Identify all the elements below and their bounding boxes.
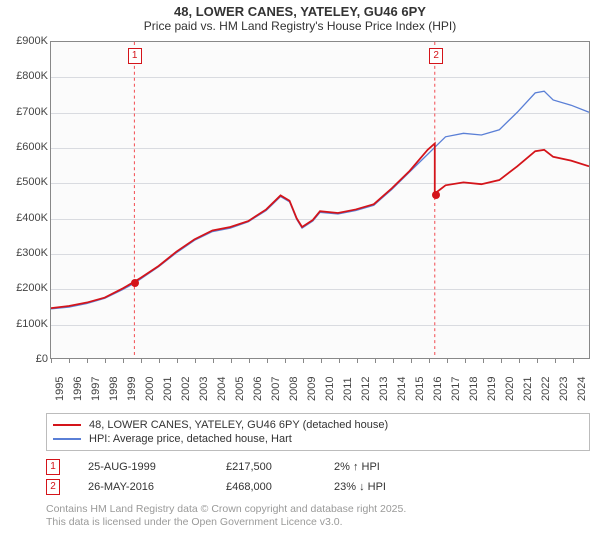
sale-delta: 2% ↑ HPI (334, 461, 434, 473)
x-tick-label: 1998 (108, 377, 112, 401)
sale-delta: 23% ↓ HPI (334, 481, 434, 493)
sale-row: 2 26-MAY-2016 £468,000 23% ↓ HPI (46, 477, 590, 497)
sale-row: 1 25-AUG-1999 £217,500 2% ↑ HPI (46, 457, 590, 477)
marker-box-1: 1 (128, 48, 142, 64)
x-tick-label: 2012 (360, 377, 364, 401)
x-tick-label: 2020 (504, 377, 508, 401)
legend-swatch (53, 438, 81, 440)
x-tick-label: 2014 (396, 377, 400, 401)
x-tick-label: 2019 (486, 377, 490, 401)
x-tick-label: 2015 (414, 377, 418, 401)
y-tick-label: £500K (4, 176, 48, 188)
sale-date: 26-MAY-2016 (88, 481, 198, 493)
x-tick-label: 2000 (144, 377, 148, 401)
x-tick-label: 2024 (576, 377, 580, 401)
chart-container: 48, LOWER CANES, YATELEY, GU46 6PY Price… (0, 0, 600, 529)
y-tick-label: £400K (4, 212, 48, 224)
x-tick-label: 1997 (90, 377, 94, 401)
sales-table: 1 25-AUG-1999 £217,500 2% ↑ HPI 2 26-MAY-2016… (46, 457, 590, 497)
title-subtitle: Price paid vs. HM Land Registry's House … (0, 19, 600, 33)
legend-label: 48, LOWER CANES, YATELEY, GU46 6PY (deta… (89, 419, 388, 431)
y-tick-label: £100K (4, 318, 48, 330)
sale-price: £217,500 (226, 461, 306, 473)
series-svg (51, 42, 589, 358)
y-tick-label: £900K (4, 35, 48, 47)
x-tick-label: 2017 (450, 377, 454, 401)
x-tick-label: 1999 (126, 377, 130, 401)
sale-date: 25-AUG-1999 (88, 461, 198, 473)
x-tick-label: 2001 (162, 377, 166, 401)
sale-point-1 (131, 279, 139, 287)
x-tick-label: 1996 (72, 377, 76, 401)
y-tick-label: £700K (4, 106, 48, 118)
sale-point-2 (432, 191, 440, 199)
x-tick-label: 1995 (54, 377, 58, 401)
sale-marker-box: 2 (46, 479, 60, 495)
plot-region: 12 (50, 41, 590, 359)
legend-row: HPI: Average price, detached house, Hart (53, 432, 583, 446)
x-tick-label: 2018 (468, 377, 472, 401)
x-tick-label: 2022 (540, 377, 544, 401)
marker-box-2: 2 (429, 48, 443, 64)
footer-line1: Contains HM Land Registry data © Crown c… (46, 503, 590, 516)
sale-marker-box: 1 (46, 459, 60, 475)
footer-line2: This data is licensed under the Open Gov… (46, 516, 590, 529)
title-address: 48, LOWER CANES, YATELEY, GU46 6PY (0, 4, 600, 19)
legend: 48, LOWER CANES, YATELEY, GU46 6PY (deta… (46, 413, 590, 451)
sale-price: £468,000 (226, 481, 306, 493)
chart-area: 12 1995199619971998199920002001200220032… (4, 37, 596, 407)
x-tick-label: 2004 (216, 377, 220, 401)
y-tick-label: £200K (4, 282, 48, 294)
x-tick-label: 2010 (324, 377, 328, 401)
legend-swatch (53, 424, 81, 426)
footer-attribution: Contains HM Land Registry data © Crown c… (46, 503, 590, 529)
x-tick-label: 2013 (378, 377, 382, 401)
x-tick-label: 2021 (522, 377, 526, 401)
x-tick-label: 2007 (270, 377, 274, 401)
x-axis-labels: 1995 1996 1997 1998 1999 2000 2001 2002 2003 2004… (50, 363, 590, 407)
x-tick-label: 2009 (306, 377, 310, 401)
x-tick-label: 2005 (234, 377, 238, 401)
y-tick-label: £0 (4, 353, 48, 365)
title-block: 48, LOWER CANES, YATELEY, GU46 6PY Price… (0, 0, 600, 35)
x-tick-label: 2002 (180, 377, 184, 401)
x-tick-label: 2016 (432, 377, 436, 401)
legend-label: HPI: Average price, detached house, Hart (89, 433, 292, 445)
x-tick-label: 2006 (252, 377, 256, 401)
legend-row: 48, LOWER CANES, YATELEY, GU46 6PY (deta… (53, 418, 583, 432)
y-tick-label: £800K (4, 70, 48, 82)
x-tick-label: 2008 (288, 377, 292, 401)
y-tick-label: £600K (4, 141, 48, 153)
y-tick-label: £300K (4, 247, 48, 259)
x-tick-label: 2011 (342, 377, 346, 401)
series-hpi (51, 91, 589, 309)
x-tick-label: 2003 (198, 377, 202, 401)
x-tick-label: 2023 (558, 377, 562, 401)
